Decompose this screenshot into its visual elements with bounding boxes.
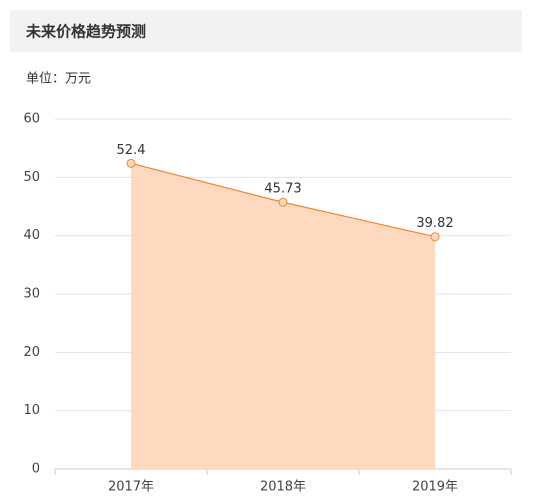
x-tick-label: 2019年 bbox=[412, 480, 458, 495]
unit-label: 单位：万元 bbox=[26, 72, 91, 87]
chart-title: 未来价格趋势预测 bbox=[25, 23, 146, 41]
y-tick-label: 20 bbox=[23, 345, 40, 360]
area-fill bbox=[131, 163, 435, 470]
x-tick-label: 2018年 bbox=[260, 480, 306, 495]
x-tick-label: 2017年 bbox=[108, 480, 154, 495]
y-tick-label: 0 bbox=[32, 462, 40, 477]
point bbox=[278, 197, 288, 207]
y-tick-label: 60 bbox=[23, 112, 40, 127]
value-label: 39.82 bbox=[416, 216, 453, 231]
y-tick-label: 50 bbox=[23, 170, 40, 185]
point bbox=[430, 232, 440, 242]
point bbox=[126, 158, 136, 168]
y-tick-label: 40 bbox=[23, 228, 40, 243]
y-tick-label: 30 bbox=[23, 287, 40, 302]
value-label: 45.73 bbox=[264, 182, 301, 197]
y-tick-label: 10 bbox=[23, 403, 40, 418]
value-label: 52.4 bbox=[117, 143, 146, 158]
header-bar bbox=[10, 10, 522, 52]
